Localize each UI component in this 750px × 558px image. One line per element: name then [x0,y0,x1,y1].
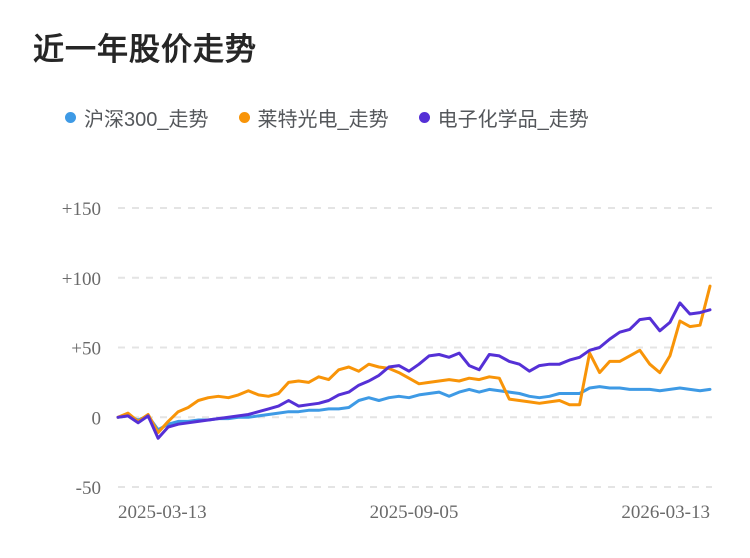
chart-title: 近一年股价走势 [33,32,257,67]
series-line-1 [116,284,712,435]
x-axis-tick: 2025-09-05 [370,502,459,523]
legend-item-0[interactable]: 沪深300_走势 [65,103,209,132]
legend-item-1[interactable]: 莱特光电_走势 [238,103,389,132]
y-axis-tick: +50 [71,339,101,360]
legend-dot-icon [418,112,430,123]
legend-label: 电子化学品_走势 [437,109,589,131]
legend-dot-icon [65,112,76,123]
y-axis-tick: +150 [62,199,101,220]
series-line-0 [116,385,712,432]
legend-label: 沪深300_走势 [84,109,209,131]
legend-item-2[interactable]: 电子化学品_走势 [418,103,589,132]
x-axis-tick: 2025-03-13 [118,502,207,523]
series-line-2 [116,301,712,440]
legend-dot-icon [238,112,250,123]
y-axis-tick: 0 [92,408,102,429]
y-axis-tick: -50 [76,478,101,499]
x-axis-tick: 2026-03-13 [621,502,710,523]
legend: 沪深300_走势 莱特光电_走势 电子化学品_走势 [65,103,589,132]
y-axis-tick: +100 [62,269,101,290]
legend-label: 莱特光电_走势 [257,109,389,131]
